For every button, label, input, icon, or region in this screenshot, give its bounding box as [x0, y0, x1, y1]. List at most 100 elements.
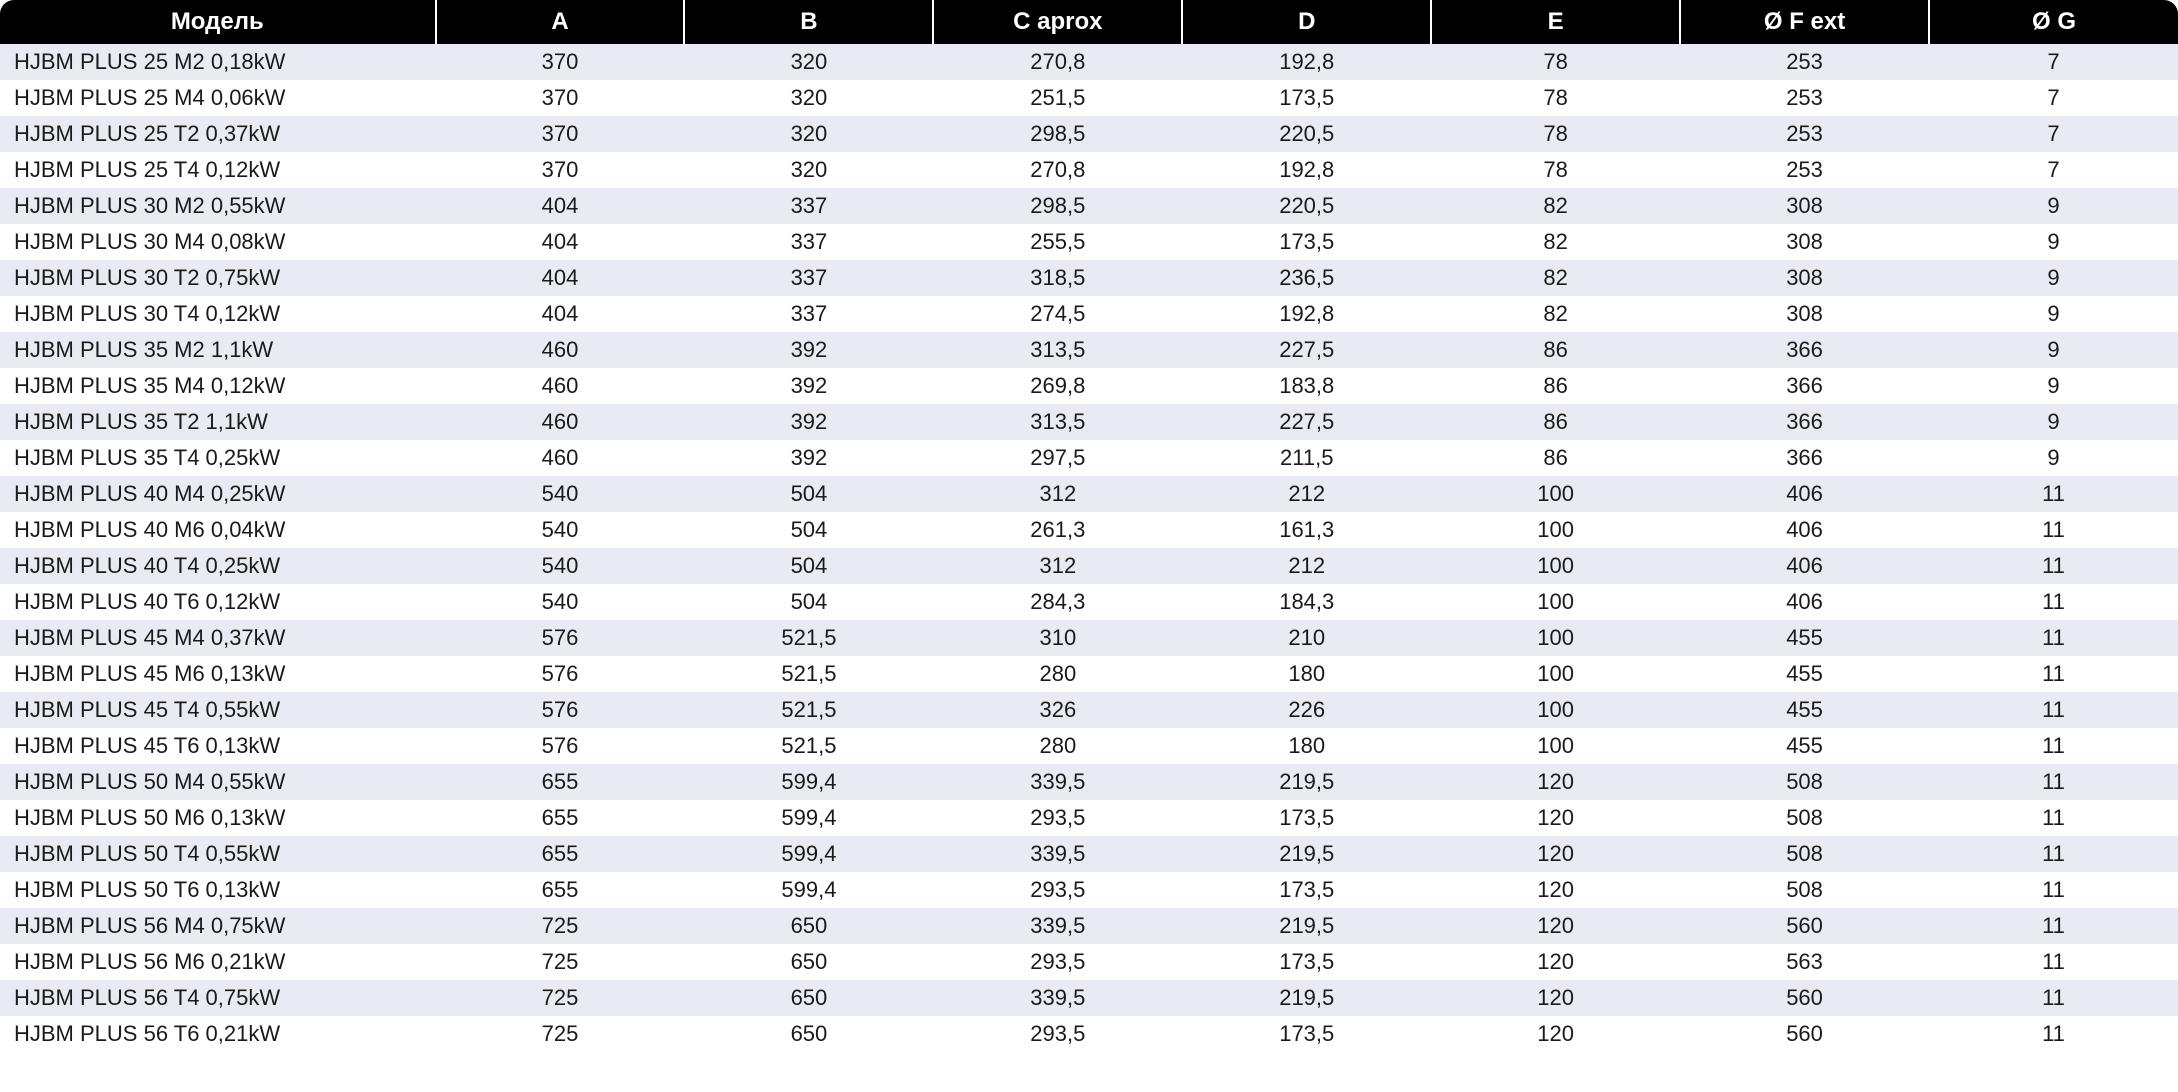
cell-d: 219,5: [1182, 764, 1431, 800]
cell-a: 655: [436, 764, 685, 800]
cell-f: 406: [1680, 476, 1929, 512]
cell-b: 320: [684, 116, 933, 152]
table-row: HJBM PLUS 30 M4 0,08kW404337255,5173,582…: [0, 224, 2178, 260]
table-row: HJBM PLUS 35 M4 0,12kW460392269,8183,886…: [0, 368, 2178, 404]
cell-d: 180: [1182, 728, 1431, 764]
cell-g: 7: [1929, 116, 2178, 152]
cell-model: HJBM PLUS 25 T4 0,12kW: [0, 152, 436, 188]
cell-c: 312: [933, 476, 1182, 512]
cell-c: 339,5: [933, 836, 1182, 872]
cell-c: 274,5: [933, 296, 1182, 332]
cell-model: HJBM PLUS 35 T2 1,1kW: [0, 404, 436, 440]
cell-g: 9: [1929, 368, 2178, 404]
cell-e: 120: [1431, 980, 1680, 1016]
cell-model: HJBM PLUS 35 M4 0,12kW: [0, 368, 436, 404]
cell-a: 540: [436, 512, 685, 548]
cell-model: HJBM PLUS 40 T4 0,25kW: [0, 548, 436, 584]
cell-e: 86: [1431, 440, 1680, 476]
cell-model: HJBM PLUS 25 T2 0,37kW: [0, 116, 436, 152]
cell-f: 508: [1680, 800, 1929, 836]
cell-d: 192,8: [1182, 296, 1431, 332]
cell-a: 370: [436, 80, 685, 116]
cell-a: 460: [436, 332, 685, 368]
cell-a: 404: [436, 224, 685, 260]
cell-e: 120: [1431, 1016, 1680, 1052]
cell-model: HJBM PLUS 45 M6 0,13kW: [0, 656, 436, 692]
cell-e: 100: [1431, 476, 1680, 512]
cell-f: 455: [1680, 728, 1929, 764]
cell-g: 11: [1929, 620, 2178, 656]
cell-g: 9: [1929, 404, 2178, 440]
table-row: HJBM PLUS 25 M4 0,06kW370320251,5173,578…: [0, 80, 2178, 116]
cell-d: 192,8: [1182, 152, 1431, 188]
table-row: HJBM PLUS 40 M6 0,04kW540504261,3161,310…: [0, 512, 2178, 548]
cell-f: 560: [1680, 980, 1929, 1016]
cell-f: 308: [1680, 260, 1929, 296]
table-row: HJBM PLUS 50 M6 0,13kW655599,4293,5173,5…: [0, 800, 2178, 836]
table-row: HJBM PLUS 50 T6 0,13kW655599,4293,5173,5…: [0, 872, 2178, 908]
cell-g: 11: [1929, 764, 2178, 800]
table-row: HJBM PLUS 45 M4 0,37kW576521,53102101004…: [0, 620, 2178, 656]
cell-e: 100: [1431, 620, 1680, 656]
col-header-e: E: [1431, 0, 1680, 44]
cell-b: 599,4: [684, 764, 933, 800]
table-row: HJBM PLUS 50 M4 0,55kW655599,4339,5219,5…: [0, 764, 2178, 800]
cell-c: 284,3: [933, 584, 1182, 620]
cell-a: 370: [436, 44, 685, 80]
cell-c: 312: [933, 548, 1182, 584]
cell-a: 370: [436, 152, 685, 188]
cell-model: HJBM PLUS 45 T4 0,55kW: [0, 692, 436, 728]
cell-f: 253: [1680, 44, 1929, 80]
table-row: HJBM PLUS 25 T4 0,12kW370320270,8192,878…: [0, 152, 2178, 188]
cell-g: 11: [1929, 1016, 2178, 1052]
cell-c: 269,8: [933, 368, 1182, 404]
cell-model: HJBM PLUS 50 T6 0,13kW: [0, 872, 436, 908]
cell-c: 339,5: [933, 980, 1182, 1016]
table-row: HJBM PLUS 50 T4 0,55kW655599,4339,5219,5…: [0, 836, 2178, 872]
cell-a: 725: [436, 1016, 685, 1052]
cell-model: HJBM PLUS 30 T4 0,12kW: [0, 296, 436, 332]
cell-e: 120: [1431, 908, 1680, 944]
table-row: HJBM PLUS 30 M2 0,55kW404337298,5220,582…: [0, 188, 2178, 224]
table-row: HJBM PLUS 56 T4 0,75kW725650339,5219,512…: [0, 980, 2178, 1016]
table-row: HJBM PLUS 45 M6 0,13kW576521,52801801004…: [0, 656, 2178, 692]
cell-f: 366: [1680, 440, 1929, 476]
cell-d: 219,5: [1182, 980, 1431, 1016]
cell-a: 404: [436, 260, 685, 296]
cell-e: 120: [1431, 944, 1680, 980]
cell-f: 308: [1680, 188, 1929, 224]
cell-d: 173,5: [1182, 224, 1431, 260]
cell-f: 253: [1680, 80, 1929, 116]
cell-b: 650: [684, 908, 933, 944]
cell-g: 9: [1929, 224, 2178, 260]
cell-model: HJBM PLUS 30 M2 0,55kW: [0, 188, 436, 224]
cell-b: 650: [684, 1016, 933, 1052]
col-header-a: A: [436, 0, 685, 44]
cell-c: 310: [933, 620, 1182, 656]
cell-b: 599,4: [684, 836, 933, 872]
cell-model: HJBM PLUS 56 M6 0,21kW: [0, 944, 436, 980]
cell-a: 655: [436, 872, 685, 908]
col-header-g: Ø G: [1929, 0, 2178, 44]
cell-b: 392: [684, 440, 933, 476]
cell-g: 9: [1929, 260, 2178, 296]
cell-g: 11: [1929, 800, 2178, 836]
cell-c: 293,5: [933, 1016, 1182, 1052]
cell-d: 183,8: [1182, 368, 1431, 404]
cell-d: 180: [1182, 656, 1431, 692]
cell-model: HJBM PLUS 56 T6 0,21kW: [0, 1016, 436, 1052]
cell-c: 339,5: [933, 764, 1182, 800]
cell-d: 227,5: [1182, 404, 1431, 440]
cell-a: 576: [436, 656, 685, 692]
cell-c: 313,5: [933, 332, 1182, 368]
table-body: HJBM PLUS 25 M2 0,18kW370320270,8192,878…: [0, 44, 2178, 1052]
cell-model: HJBM PLUS 30 M4 0,08kW: [0, 224, 436, 260]
cell-g: 11: [1929, 908, 2178, 944]
cell-a: 576: [436, 728, 685, 764]
cell-a: 725: [436, 944, 685, 980]
cell-d: 227,5: [1182, 332, 1431, 368]
cell-c: 270,8: [933, 152, 1182, 188]
table-row: HJBM PLUS 56 T6 0,21kW725650293,5173,512…: [0, 1016, 2178, 1052]
cell-d: 173,5: [1182, 1016, 1431, 1052]
cell-a: 725: [436, 980, 685, 1016]
